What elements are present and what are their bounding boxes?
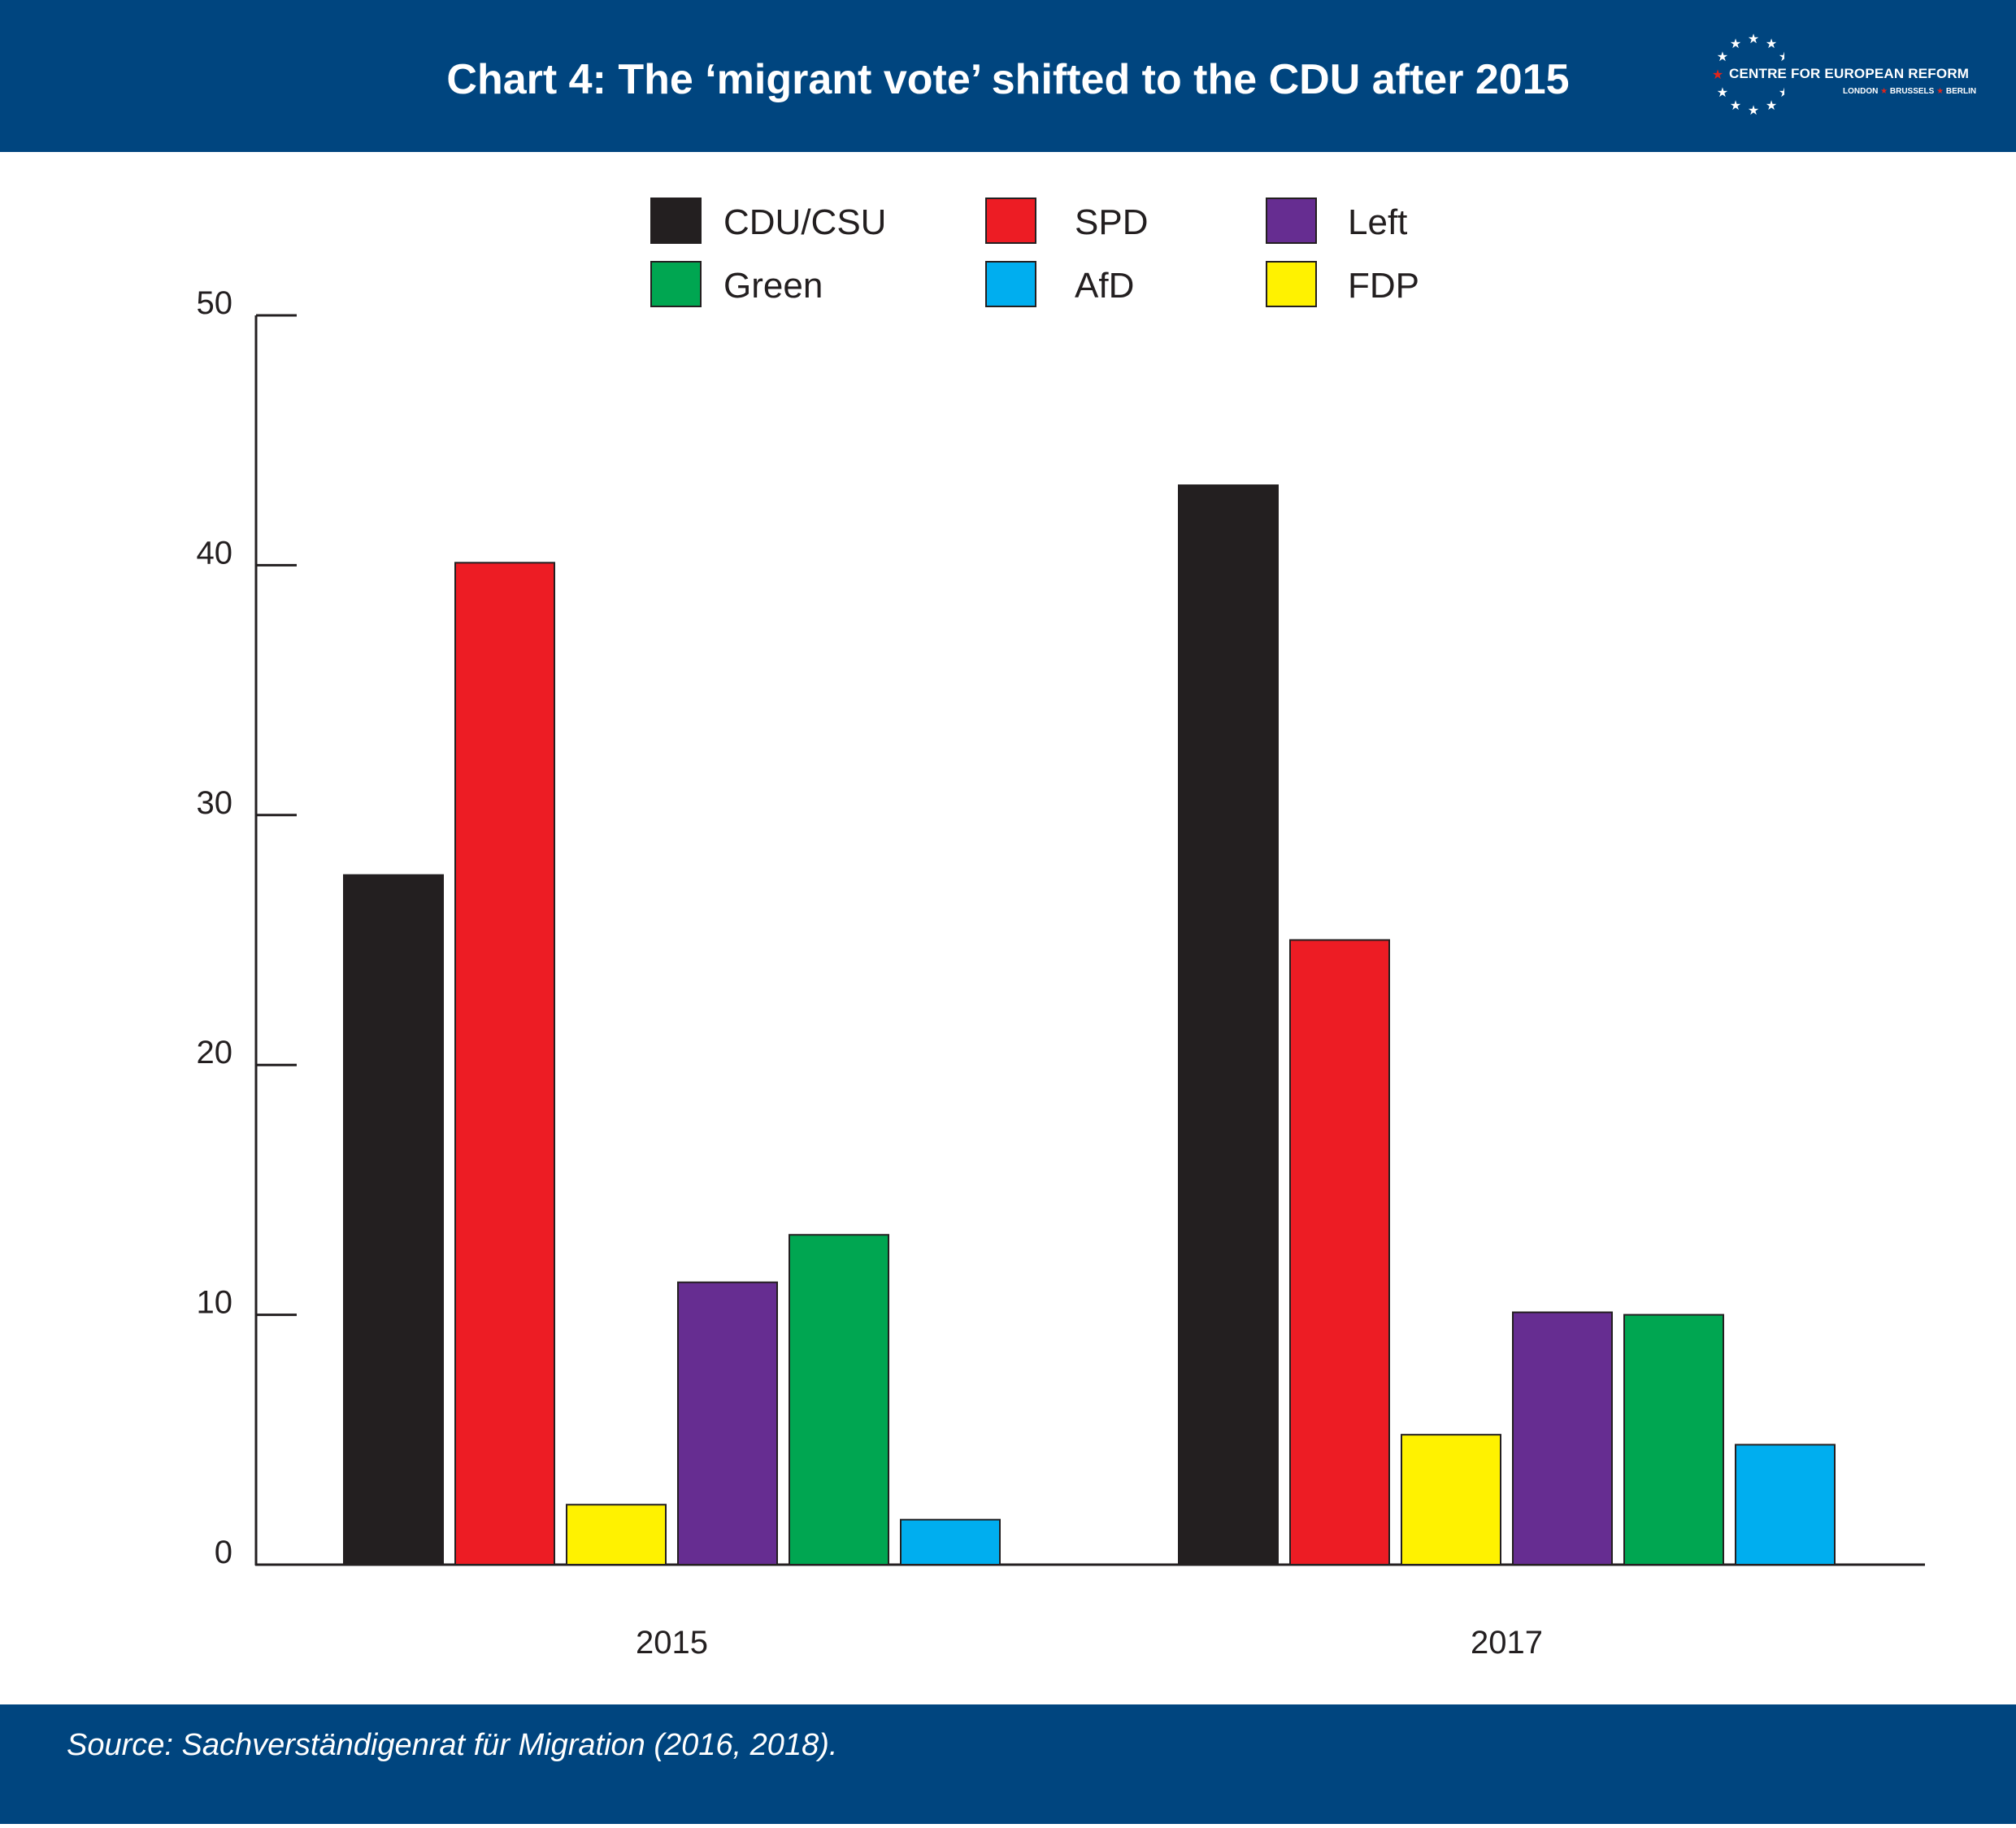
bar-green-2015 [789, 1234, 889, 1566]
bar-cdu-csu-2017 [1178, 484, 1279, 1565]
y-tick-label: 20 [197, 1035, 233, 1070]
logo-star: ★ [1717, 85, 1728, 100]
legend-label-left: Left [1348, 202, 1407, 242]
y-tick-label: 0 [215, 1535, 232, 1570]
legend-swatch-green [650, 261, 702, 307]
legend-label-fdp: FDP [1348, 266, 1419, 306]
bar-fdp-2017 [1401, 1434, 1501, 1565]
logo-star: ★ [1748, 31, 1759, 46]
logo-star: ★ [1712, 67, 1723, 82]
legend-label-cdu-csu: CDU/CSU [723, 202, 886, 242]
legend: CDU/CSU SPD Left Green AfD FDP [650, 198, 1419, 307]
logo-star: ★ [1766, 98, 1777, 113]
y-tick-label: 30 [197, 785, 233, 821]
legend-swatch-spd [985, 198, 1036, 244]
logo-star: ★ [1779, 49, 1784, 64]
y-tick-label: 40 [197, 535, 233, 571]
logo-city-london: LONDON [1843, 87, 1879, 96]
logo-cities: LONDON ★ BRUSSELS ★ BERLIN [1843, 87, 1977, 96]
y-tick-label: 50 [197, 285, 233, 321]
logo-star: ★ [1748, 102, 1759, 118]
legend-swatch-afd [985, 261, 1036, 307]
bar-fdp-2015 [566, 1504, 667, 1565]
header-bar [0, 0, 2016, 152]
legend-swatch-cdu-csu [650, 198, 702, 244]
eu-stars-icon: ★★★★★★★★★★★★ [1712, 31, 1784, 118]
logo-star: ★ [1730, 36, 1741, 51]
y-tick-label: 10 [197, 1285, 233, 1321]
logo-star: ★ [1779, 85, 1784, 100]
legend-label-afd: AfD [1075, 266, 1134, 306]
bar-left-2015 [677, 1281, 778, 1565]
logo-star: ★ [1717, 49, 1728, 64]
bar-spd-2015 [454, 562, 555, 1565]
bar-green-2017 [1623, 1313, 1724, 1565]
logo-name: CENTRE FOR EUROPEAN REFORM [1729, 66, 1970, 81]
cer-logo: ★★★★★★★★★★★★ CENTRE FOR EUROPEAN REFORM … [1703, 28, 1979, 126]
logo-star: ★ [1730, 98, 1741, 113]
bar-afd-2015 [900, 1518, 1001, 1565]
logo-city-brussels: BRUSSELS [1889, 87, 1935, 96]
chart-title: Chart 4: The ‘migrant vote’ shifted to t… [446, 55, 1570, 103]
bar-afd-2017 [1735, 1444, 1836, 1565]
bar-spd-2017 [1289, 939, 1390, 1565]
footer-bar [0, 1704, 2016, 1824]
source-note: Source: Sachverständigenrat für Migratio… [67, 1728, 838, 1762]
logo-star: ★ [1766, 36, 1777, 51]
legend-swatch-left [1266, 198, 1317, 244]
legend-label-green: Green [723, 266, 823, 306]
legend-label-spd: SPD [1075, 202, 1148, 242]
x-tick-label: 2017 [1471, 1625, 1543, 1661]
x-tick-label: 2015 [636, 1625, 708, 1661]
logo-city-berlin: BERLIN [1945, 87, 1977, 96]
bars [343, 484, 1836, 1566]
bar-cdu-csu-2015 [343, 874, 444, 1566]
legend-swatch-fdp [1266, 261, 1317, 307]
bar-left-2017 [1512, 1311, 1613, 1565]
